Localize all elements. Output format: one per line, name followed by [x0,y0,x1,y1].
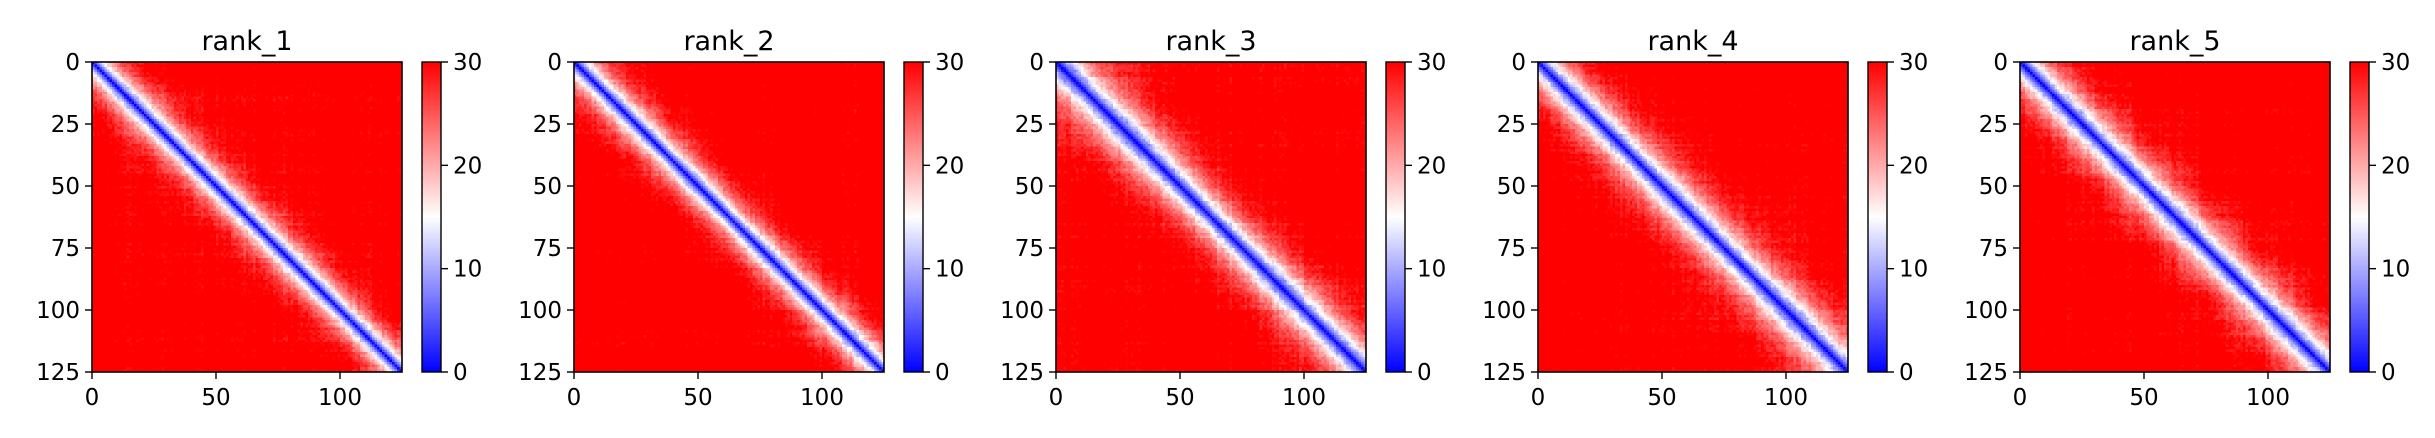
heatmap-matrix [92,62,402,372]
plot-frame [2019,61,2331,373]
plot-frame [1537,61,1849,373]
colorbar-tick-label: 30 [453,50,482,76]
colorbar-tick-label: 10 [935,257,964,283]
colorbar-tick-label: 0 [453,360,468,386]
panel-title: rank_4 [1647,26,1738,57]
y-tick-label: 100 [36,298,80,324]
panel-title: rank_2 [683,26,774,57]
x-tick-label: 50 [2129,385,2158,411]
y-tick-label: 0 [547,50,562,76]
y-tick-label: 125 [1964,360,2008,386]
colorbar-tick-label: 30 [1899,50,1928,76]
y-tick-label: 100 [1482,298,1526,324]
colorbar-tick-label: 20 [453,153,482,179]
x-tick-label: 100 [800,385,844,411]
colorbar-tick-label: 0 [2381,360,2396,386]
panel-title: rank_5 [2129,26,2220,57]
y-tick-label: 50 [1497,174,1526,200]
x-tick-label: 0 [2013,385,2028,411]
x-tick-label: 0 [85,385,100,411]
colorbar-tick-label: 20 [2381,153,2410,179]
x-tick-label: 100 [2246,385,2290,411]
colorbar [1385,61,1406,373]
panel-title: rank_3 [1165,26,1256,57]
plot-frame [91,61,403,373]
y-tick-label: 75 [1015,236,1044,262]
colorbar-tick-label: 10 [2381,257,2410,283]
plot-frame [1055,61,1367,373]
plot-frame [573,61,885,373]
heatmap-matrix [1056,62,1366,372]
colorbar-tick-label: 10 [1417,257,1446,283]
x-tick-label: 50 [1647,385,1676,411]
y-tick-label: 50 [51,174,80,200]
y-tick-label: 75 [1979,236,2008,262]
y-tick-label: 75 [1497,236,1526,262]
colorbar-tick-label: 20 [935,153,964,179]
x-tick-label: 100 [318,385,362,411]
y-tick-label: 25 [1497,112,1526,138]
colorbar-tick-label: 30 [935,50,964,76]
colorbar-tick-label: 20 [1417,153,1446,179]
y-tick-label: 100 [518,298,562,324]
y-tick-label: 75 [51,236,80,262]
heatmap-matrix [2020,62,2330,372]
colorbar-tick-label: 0 [1417,360,1432,386]
y-tick-label: 25 [533,112,562,138]
colorbar-tick-label: 10 [453,257,482,283]
y-tick-label: 125 [36,360,80,386]
x-tick-label: 50 [683,385,712,411]
colorbar-tick-label: 10 [1899,257,1928,283]
y-tick-label: 100 [1000,298,1044,324]
heatmap-matrix [574,62,884,372]
colorbar [2349,61,2370,373]
y-tick-label: 50 [533,174,562,200]
y-tick-label: 125 [518,360,562,386]
colorbar [903,61,924,373]
heatmap-matrix [1538,62,1848,372]
x-tick-label: 0 [1531,385,1546,411]
y-tick-label: 125 [1000,360,1044,386]
colorbar-tick-label: 0 [935,360,950,386]
x-tick-label: 0 [1049,385,1064,411]
colorbar-tick-label: 0 [1899,360,1914,386]
panel-title: rank_1 [201,26,292,57]
x-tick-label: 100 [1764,385,1808,411]
y-tick-label: 50 [1979,174,2008,200]
y-tick-label: 25 [1015,112,1044,138]
x-tick-label: 50 [201,385,230,411]
y-tick-label: 0 [1029,50,1044,76]
x-tick-label: 100 [1282,385,1326,411]
colorbar-tick-label: 30 [1417,50,1446,76]
y-tick-label: 0 [65,50,80,76]
y-tick-label: 125 [1482,360,1526,386]
y-tick-label: 0 [1511,50,1526,76]
y-tick-label: 25 [51,112,80,138]
x-tick-label: 50 [1165,385,1194,411]
colorbar-tick-label: 30 [2381,50,2410,76]
y-tick-label: 25 [1979,112,2008,138]
y-tick-label: 50 [1015,174,1044,200]
x-tick-label: 0 [567,385,582,411]
colorbar-tick-label: 20 [1899,153,1928,179]
y-tick-label: 100 [1964,298,2008,324]
y-tick-label: 0 [1993,50,2008,76]
colorbar [1867,61,1888,373]
y-tick-label: 75 [533,236,562,262]
colorbar [421,61,442,373]
